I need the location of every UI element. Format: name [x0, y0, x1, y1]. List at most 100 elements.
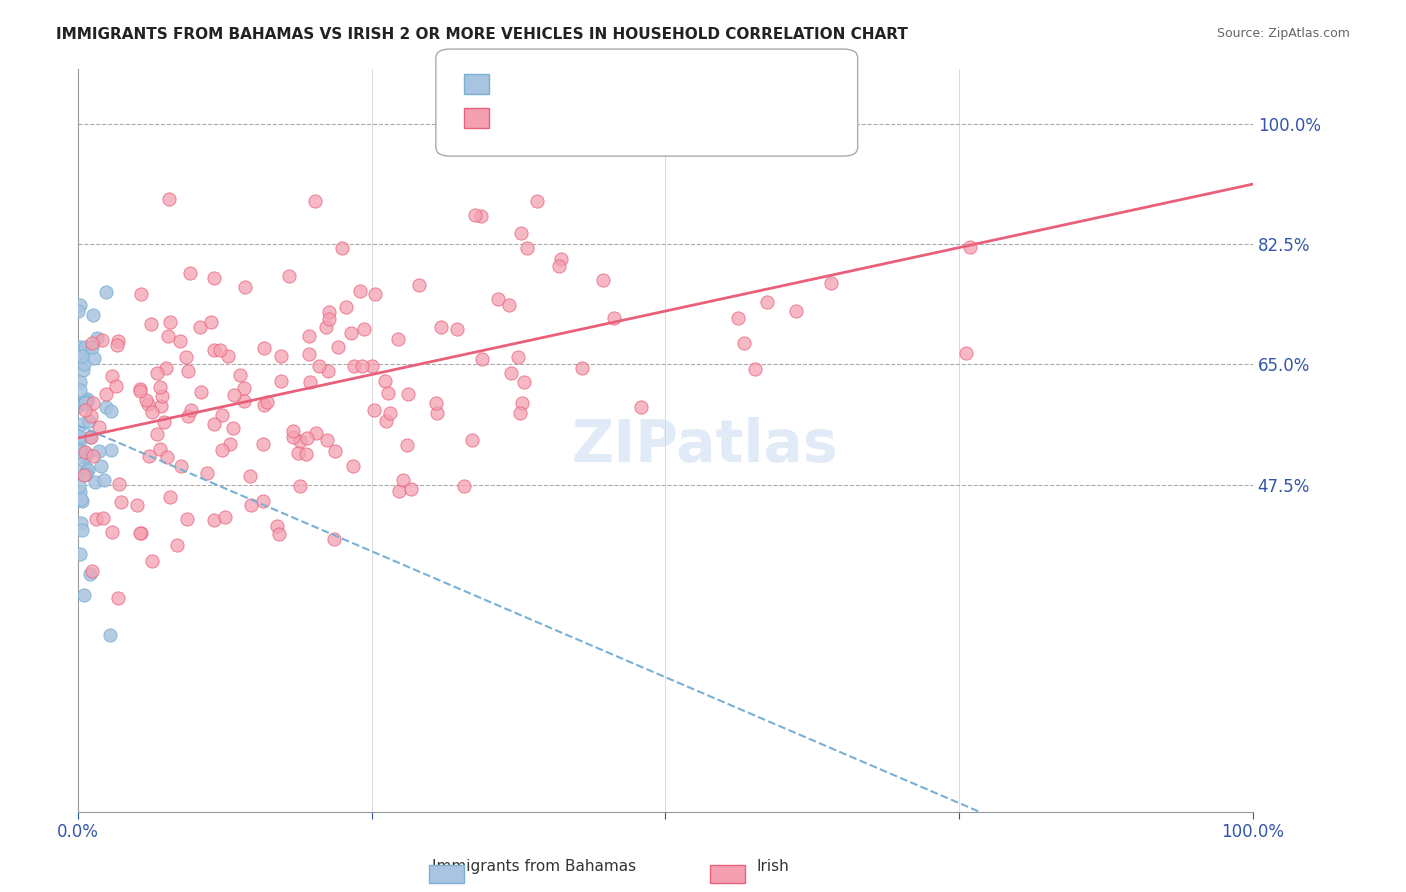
- Point: [773, 117, 796, 131]
- Point: [87, 420, 110, 434]
- Point: [785, 304, 807, 318]
- Point: [180, 403, 202, 417]
- Point: [188, 320, 211, 334]
- Point: [67, 399, 90, 413]
- Point: [516, 241, 538, 255]
- Point: [77, 414, 100, 428]
- Point: [820, 277, 842, 291]
- Point: [533, 139, 555, 153]
- Point: [256, 395, 278, 409]
- Point: [179, 266, 201, 280]
- Point: [509, 226, 531, 240]
- Point: [396, 387, 419, 401]
- Point: [571, 360, 593, 375]
- Point: [177, 409, 200, 424]
- Point: [509, 406, 531, 420]
- Point: [150, 399, 173, 413]
- Point: [388, 484, 411, 499]
- Point: [287, 446, 309, 460]
- Point: [166, 538, 188, 552]
- Point: [295, 447, 318, 461]
- Point: [755, 294, 778, 309]
- Text: Source: ZipAtlas.com: Source: ZipAtlas.com: [1216, 27, 1350, 40]
- Point: [82, 449, 104, 463]
- Point: [69, 484, 91, 499]
- Point: [73, 396, 96, 410]
- Point: [174, 351, 197, 365]
- Point: [129, 384, 152, 398]
- Point: [342, 458, 364, 473]
- Point: [159, 490, 181, 504]
- Point: [170, 459, 193, 474]
- Text: R = 0.105   N =  54: R = 0.105 N = 54: [499, 80, 661, 98]
- Point: [266, 518, 288, 533]
- Point: [80, 409, 103, 423]
- Point: [453, 479, 475, 493]
- Point: [252, 437, 274, 451]
- Point: [374, 374, 396, 388]
- Text: IMMIGRANTS FROM BAHAMAS VS IRISH 2 OR MORE VEHICLES IN HOUSEHOLD CORRELATION CHA: IMMIGRANTS FROM BAHAMAS VS IRISH 2 OR MO…: [56, 27, 908, 42]
- Point: [211, 442, 233, 457]
- Point: [506, 350, 529, 364]
- Point: [510, 396, 533, 410]
- Point: [152, 416, 174, 430]
- Point: [318, 364, 340, 378]
- Point: [127, 499, 149, 513]
- Point: [141, 405, 163, 419]
- Point: [195, 467, 218, 481]
- Point: [73, 340, 96, 354]
- Point: [169, 334, 191, 349]
- Point: [202, 271, 225, 285]
- Point: [159, 315, 181, 329]
- Point: [146, 427, 169, 442]
- Point: [217, 349, 239, 363]
- Point: [79, 430, 101, 444]
- Point: [426, 406, 449, 420]
- Point: [69, 441, 91, 455]
- Point: [156, 328, 179, 343]
- Point: [90, 458, 112, 473]
- Point: [141, 554, 163, 568]
- Point: [177, 363, 200, 377]
- Point: [318, 304, 340, 318]
- Point: [460, 434, 482, 448]
- Point: [339, 326, 361, 340]
- Point: [82, 396, 104, 410]
- Point: [252, 493, 274, 508]
- Point: [733, 335, 755, 350]
- Point: [298, 346, 321, 360]
- Point: [70, 344, 93, 359]
- Point: [149, 442, 172, 457]
- Point: [202, 343, 225, 357]
- Point: [350, 359, 373, 373]
- Point: [156, 450, 179, 464]
- Point: [96, 400, 118, 414]
- Point: [80, 335, 103, 350]
- Point: [727, 310, 749, 325]
- Point: [315, 320, 337, 334]
- Point: [108, 476, 131, 491]
- Point: [202, 417, 225, 431]
- Point: [297, 328, 319, 343]
- Point: [107, 591, 129, 605]
- Point: [107, 334, 129, 348]
- Point: [298, 375, 321, 389]
- Point: [498, 298, 520, 312]
- Point: [150, 388, 173, 402]
- Point: [233, 394, 256, 409]
- Point: [73, 357, 96, 371]
- Point: [360, 359, 382, 373]
- Point: [408, 277, 430, 292]
- Point: [93, 473, 115, 487]
- Point: [91, 511, 114, 525]
- Point: [155, 361, 177, 376]
- Point: [548, 259, 571, 273]
- Point: [219, 437, 242, 451]
- Point: [72, 588, 94, 602]
- Point: [486, 292, 509, 306]
- Point: [69, 340, 91, 354]
- Point: [136, 397, 159, 411]
- Point: [67, 464, 90, 478]
- Point: [297, 431, 319, 445]
- Point: [128, 526, 150, 541]
